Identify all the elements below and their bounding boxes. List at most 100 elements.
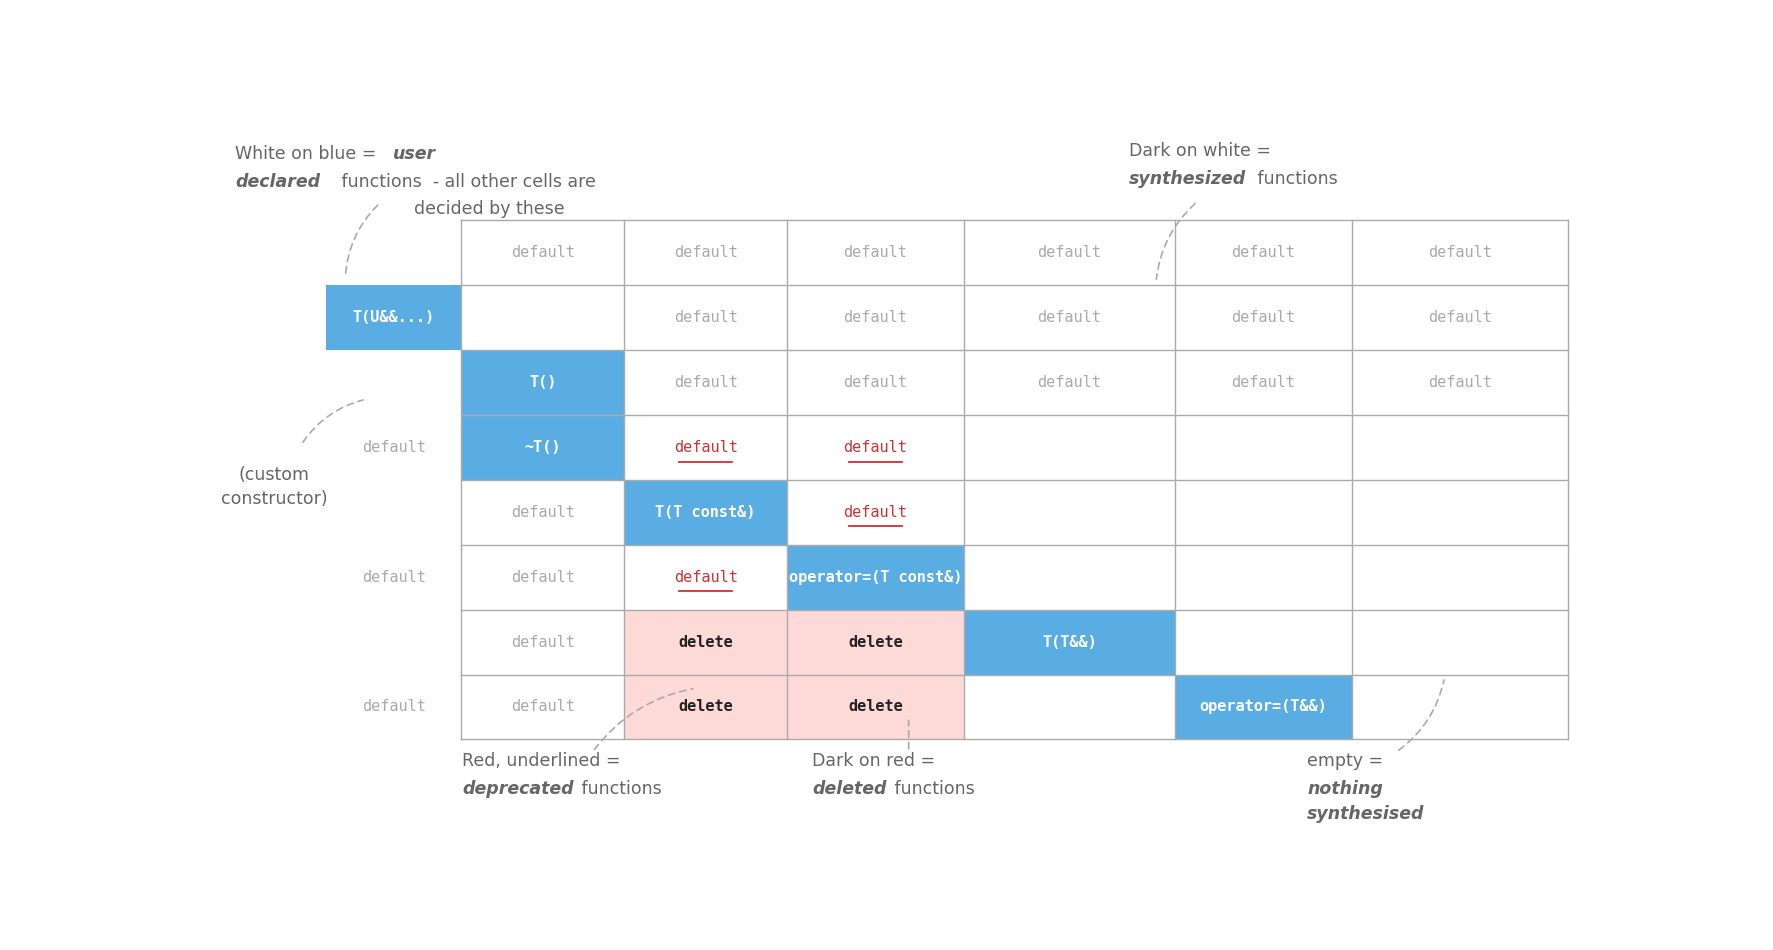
Text: T(): T() bbox=[528, 375, 557, 389]
Bar bbox=[1175, 350, 1351, 415]
Text: default: default bbox=[674, 440, 738, 455]
Bar bbox=[1351, 480, 1569, 544]
Bar bbox=[624, 480, 787, 544]
Bar bbox=[461, 544, 624, 610]
Bar bbox=[1175, 610, 1351, 674]
Text: Red, underlined =: Red, underlined = bbox=[463, 751, 626, 770]
Bar bbox=[461, 480, 624, 544]
Bar bbox=[624, 415, 787, 480]
Text: default: default bbox=[844, 310, 908, 325]
Bar bbox=[326, 220, 461, 285]
Text: default: default bbox=[362, 699, 426, 714]
Bar bbox=[461, 285, 624, 350]
Text: delete: delete bbox=[679, 635, 732, 650]
Bar bbox=[787, 610, 965, 674]
Text: default: default bbox=[844, 245, 908, 260]
Text: default: default bbox=[1427, 245, 1491, 260]
Text: T(T&&): T(T&&) bbox=[1043, 635, 1097, 650]
Bar bbox=[965, 220, 1175, 285]
Text: synthesized: synthesized bbox=[1129, 170, 1246, 187]
Text: default: default bbox=[1037, 375, 1101, 389]
Text: functions: functions bbox=[890, 780, 975, 798]
Text: default: default bbox=[511, 570, 574, 584]
Text: functions: functions bbox=[1252, 170, 1339, 187]
Bar bbox=[1351, 350, 1569, 415]
Text: T(U&&...): T(U&&...) bbox=[353, 310, 434, 325]
Text: default: default bbox=[511, 245, 574, 260]
Bar bbox=[1175, 480, 1351, 544]
Text: nothing: nothing bbox=[1307, 780, 1383, 798]
Bar bbox=[1351, 415, 1569, 480]
Bar bbox=[965, 285, 1175, 350]
Bar bbox=[965, 544, 1175, 610]
Text: empty =: empty = bbox=[1307, 751, 1388, 770]
Bar bbox=[1175, 415, 1351, 480]
Text: default: default bbox=[844, 504, 908, 520]
Text: default: default bbox=[362, 570, 426, 584]
Bar bbox=[787, 350, 965, 415]
Bar bbox=[1351, 220, 1569, 285]
Text: default: default bbox=[1230, 245, 1294, 260]
Text: operator=(T const&): operator=(T const&) bbox=[789, 570, 963, 584]
Bar bbox=[1351, 285, 1569, 350]
Text: functions  - all other cells are: functions - all other cells are bbox=[335, 173, 596, 191]
Text: functions: functions bbox=[576, 780, 661, 798]
Text: default: default bbox=[1230, 310, 1294, 325]
Bar bbox=[624, 350, 787, 415]
Bar bbox=[326, 610, 461, 674]
Text: default: default bbox=[674, 375, 738, 389]
Text: synthesised: synthesised bbox=[1307, 806, 1425, 824]
Text: deprecated: deprecated bbox=[463, 780, 574, 798]
Bar bbox=[624, 285, 787, 350]
Text: user: user bbox=[394, 144, 436, 162]
Text: decided by these: decided by these bbox=[415, 200, 564, 218]
Text: operator=(T&&): operator=(T&&) bbox=[1199, 699, 1326, 714]
Bar bbox=[461, 415, 624, 480]
Bar bbox=[787, 544, 965, 610]
Text: default: default bbox=[511, 699, 574, 714]
Bar bbox=[787, 674, 965, 739]
Text: default: default bbox=[1427, 375, 1491, 389]
Text: default: default bbox=[511, 635, 574, 650]
Bar bbox=[1175, 220, 1351, 285]
Text: default: default bbox=[511, 504, 574, 520]
Text: default: default bbox=[674, 570, 738, 584]
Text: delete: delete bbox=[847, 635, 902, 650]
Bar bbox=[326, 480, 461, 544]
Bar bbox=[965, 415, 1175, 480]
Text: Dark on white =: Dark on white = bbox=[1129, 142, 1277, 160]
Text: ~T(): ~T() bbox=[525, 440, 560, 455]
Bar bbox=[965, 350, 1175, 415]
Bar bbox=[1351, 610, 1569, 674]
Text: default: default bbox=[674, 245, 738, 260]
Bar bbox=[461, 350, 624, 415]
Bar bbox=[787, 415, 965, 480]
Text: delete: delete bbox=[679, 699, 732, 714]
Bar bbox=[965, 610, 1175, 674]
Bar bbox=[1175, 285, 1351, 350]
Bar bbox=[624, 674, 787, 739]
Text: Dark on red =: Dark on red = bbox=[812, 751, 941, 770]
Bar bbox=[787, 480, 965, 544]
Bar bbox=[624, 220, 787, 285]
Bar bbox=[326, 350, 461, 415]
Bar bbox=[787, 285, 965, 350]
Bar bbox=[624, 610, 787, 674]
Text: default: default bbox=[844, 440, 908, 455]
Bar bbox=[965, 480, 1175, 544]
Bar bbox=[1175, 674, 1351, 739]
Text: default: default bbox=[844, 375, 908, 389]
Bar bbox=[326, 674, 461, 739]
Bar bbox=[624, 544, 787, 610]
Bar bbox=[965, 674, 1175, 739]
Bar bbox=[461, 220, 624, 285]
Text: delete: delete bbox=[847, 699, 902, 714]
Bar bbox=[326, 285, 461, 350]
Text: declared: declared bbox=[236, 173, 321, 191]
Text: default: default bbox=[1427, 310, 1491, 325]
Text: default: default bbox=[674, 310, 738, 325]
Text: default: default bbox=[1230, 375, 1294, 389]
Text: T(T const&): T(T const&) bbox=[656, 504, 755, 520]
Bar bbox=[461, 674, 624, 739]
Bar bbox=[326, 415, 461, 480]
